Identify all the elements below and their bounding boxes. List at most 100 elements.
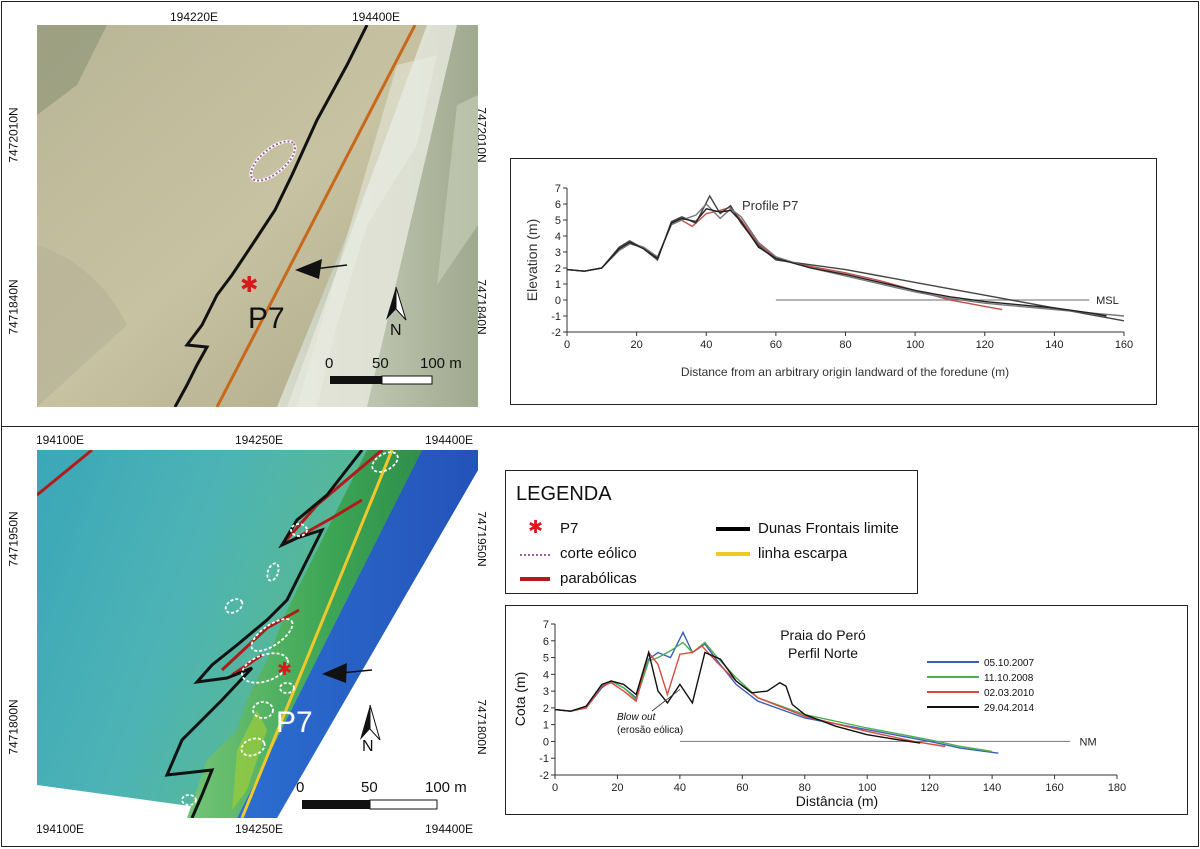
y-tick-label: 0 [555,295,561,307]
bottom-map-profile-label: P7 [276,706,313,739]
y-tick-label: 4 [555,231,561,243]
y-tick-label: 5 [543,653,549,665]
x-tick-label: 80 [799,782,811,794]
y-tick-label: 2 [555,263,561,275]
bottom-map-coord-bottom-2: 194250E [235,822,284,836]
y-tick-label: 1 [543,720,549,732]
bottom-map-coord-left-1: 7471950N [6,511,21,567]
y-tick-label: -2 [539,770,549,782]
legend-dotted-line-icon [520,554,550,556]
legend-item-p7: ✱ P7 [520,517,700,539]
legend-yellow-line-icon [716,552,750,556]
nm-label: NM [1080,736,1097,748]
x-tick-label: 180 [1108,782,1126,794]
x-tick-label: 160 [1045,782,1063,794]
series-legend-label-1: 11.10.2008 [984,673,1034,684]
top-map-scale-label-100: 100 m [420,355,462,372]
y-tick-label: 5 [555,215,561,227]
bottom-profile-chart-box [505,605,1188,815]
y-tick-label: 4 [543,669,549,681]
series-legend-label-0: 05.10.2007 [984,658,1034,669]
y-tick-label: -2 [551,327,561,339]
x-tick-label: 20 [631,339,643,351]
bottom-map-coord-bottom-1: 194100E [36,822,85,836]
legend-item-aeolian-cut: corte eólico [520,544,700,564]
x-tick-label: 100 [858,782,876,794]
y-tick-label: 6 [543,636,549,648]
legend-title: LEGENDA [516,483,612,505]
series-line-2 [566,202,1125,317]
bottom-map-scale-label-50: 50 [361,779,378,796]
series-line-2 [554,644,946,748]
top-map-scale-label-50: 50 [372,355,389,372]
top-map-profile-label: P7 [248,302,285,335]
legend-label-p7: P7 [560,520,579,537]
y-axis-label: Cota (m) [512,672,528,726]
legend-item-parabolic: parabólicas [520,569,700,589]
x-tick-label: 80 [839,339,851,351]
y-tick-label: 3 [543,686,549,698]
escarp-line [240,450,394,818]
bottom-map-coord-top-1: 194100E [36,433,85,447]
legend-label-aeolian-cut: corte eólico [560,545,637,562]
legend-label-escarp: linha escarpa [758,545,848,562]
x-tick-label: 120 [920,782,938,794]
legend-label-parabolic: parabólicas [560,570,637,587]
arrow-icon-bottom [322,663,373,683]
arrow-icon [295,259,348,279]
shoreline-orange-line [215,25,417,407]
legend-item-escarp: linha escarpa [716,544,916,564]
x-tick-label: 60 [770,339,782,351]
bottom-map-north-label: N [362,738,374,755]
legend-item-foredune: Dunas Frontais limite [716,519,916,539]
y-tick-label: 1 [555,279,561,291]
y-tick-label: -1 [539,753,549,765]
series-line-1 [566,194,1125,322]
bottom-panel [1,426,1199,847]
blow-out-annotation: Blow out [617,712,657,723]
y-tick-label: 7 [555,183,561,195]
p7-star-icon-bottom: ✱ [277,659,292,679]
x-tick-label: 20 [611,782,623,794]
x-tick-label: 160 [1115,339,1133,351]
x-tick-label: 40 [700,339,712,351]
x-tick-label: 120 [976,339,994,351]
bottom-map-coord-bottom-3: 194400E [425,822,474,836]
legend: LEGENDA ✱ P7 corte eólico parabólicas Du… [505,470,918,594]
x-tick-label: 0 [552,782,558,794]
legend-black-line-icon [716,527,750,531]
legend-star-icon: ✱ [528,517,544,537]
x-axis-label: Distância (m) [796,793,878,809]
bottom-map-coord-top-3: 194400E [425,433,474,447]
top-map-coord-left-2: 7471840N [6,279,21,335]
legend-label-foredune: Dunas Frontais limite [758,520,899,537]
x-tick-label: 140 [1045,339,1063,351]
series-line-3 [554,649,921,744]
msl-label: MSL [1096,295,1119,307]
x-axis-label: Distance from an arbitrary origin landwa… [681,365,1009,379]
y-tick-label: 7 [543,619,549,631]
chart-title-line2: Perfil Norte [788,645,858,661]
bottom-map-scale-label-100: 100 m [425,779,467,796]
x-tick-label: 40 [674,782,686,794]
series-line-3 [566,208,1107,317]
scale-bar-bottom [302,799,438,810]
top-map-coord-left-1: 7472010N [6,107,21,163]
bottom-map-scale-label-0: 0 [296,779,305,796]
top-map-coord-top-1: 194220E [170,10,219,24]
x-tick-label: 60 [736,782,748,794]
foredune-limit-line [164,450,364,818]
bottom-map-coord-top-2: 194250E [235,433,284,447]
foredune-boundary-line [173,25,369,407]
bottom-dem-map: ✱ [37,450,478,818]
bottom-map-coord-left-2: 7471800N [6,699,21,755]
y-tick-label: 2 [543,703,549,715]
chart-title-line1: Praia do Peró [780,627,866,643]
top-map-scale-label-0: 0 [325,355,334,372]
top-aerial-map: ✱ [37,25,478,407]
bottom-profile-chart: 0 20 40 60 80 100 120 140 160 180 -2 -1 0 1 2 3 4 5 6 7 Prai… [512,619,1126,809]
y-tick-label: 0 [543,736,549,748]
top-profile-chart: 0 20 40 60 80 100 120 140 160 -2 -1 0 1 2 3 4 5 6 7 Profile… [524,183,1133,379]
p7-star-icon: ✱ [240,272,258,297]
top-map-north-label: N [390,322,402,339]
